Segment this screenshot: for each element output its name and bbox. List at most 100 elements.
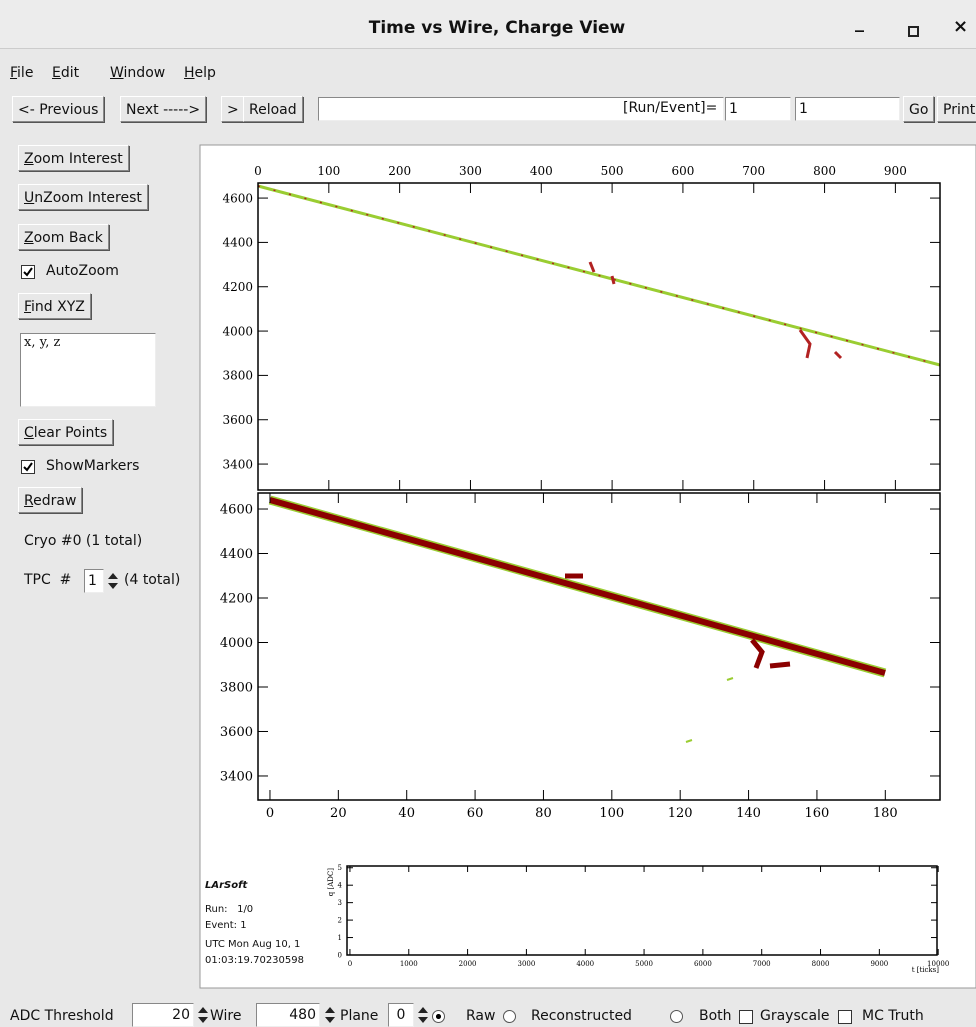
x-tick-label: 0: [254, 164, 262, 178]
x-tick-label: 200: [388, 164, 411, 178]
x-tick-label: 1000: [400, 960, 418, 968]
showmarkers-checkbox[interactable]: [21, 460, 35, 474]
x-tick-label: 140: [736, 806, 761, 821]
y-tick-label: 3400: [222, 457, 253, 471]
x-tick-label: 900: [884, 164, 907, 178]
reconstructed-radio[interactable]: [503, 1010, 516, 1023]
y-tick-label: 3400: [220, 770, 253, 785]
raw-label: Raw: [466, 1008, 495, 1024]
plane-input[interactable]: 0: [388, 1003, 414, 1027]
raw-radio[interactable]: [432, 1010, 445, 1023]
previous-button[interactable]: <- Previous: [12, 96, 104, 122]
menu-item[interactable]: Window: [110, 65, 165, 81]
info-event: Event: 1: [205, 920, 247, 931]
both-label: Both: [699, 1008, 732, 1024]
mc-truth-label: MC Truth: [862, 1008, 924, 1024]
x-tick-label: 60: [467, 806, 484, 821]
next-button[interactable]: Next ----->: [120, 96, 206, 122]
minimize-button[interactable]: _: [855, 12, 864, 33]
autozoom-checkbox[interactable]: [21, 265, 35, 279]
y-tick-label: 3800: [220, 681, 253, 696]
x-tick-label: 0: [348, 960, 352, 968]
x-tick-label: 9000: [870, 960, 888, 968]
tpc-input[interactable]: 1: [84, 569, 104, 593]
x-tick-label: 400: [530, 164, 553, 178]
x-tick-label: 80: [535, 806, 552, 821]
y-tick-label: 4600: [222, 191, 253, 205]
menu-item[interactable]: Help: [184, 65, 216, 81]
y-tick-label: 4000: [222, 324, 253, 338]
plane-spinner[interactable]: [416, 1003, 430, 1027]
check: [22, 461, 34, 473]
x-tick-label: 20: [330, 806, 347, 821]
wire-input[interactable]: 480: [256, 1003, 320, 1027]
wire-label: Wire: [210, 1008, 242, 1024]
y-axis-label: q [ADC]: [327, 868, 335, 896]
tpc-total: (4 total): [124, 572, 180, 588]
page: {"window": {"title": "Time vs Wire, Char…: [0, 0, 976, 1026]
info-run: Run: 1/0: [205, 904, 253, 915]
x-tick-label: 7000: [753, 960, 771, 968]
x-tick-label: 100: [599, 806, 624, 821]
x-tick-label: 5000: [635, 960, 653, 968]
y-tick-label: 4400: [220, 547, 253, 562]
forward-button[interactable]: >: [221, 96, 245, 122]
body: 0100200300400500600700800900340036003800…: [0, 0, 976, 1026]
run-input[interactable]: 1: [725, 97, 791, 121]
clear-points-button[interactable]: Clear Points: [18, 419, 113, 445]
y-tick-label: 3600: [222, 413, 253, 427]
x-axis-label: t [ticks]: [912, 966, 940, 974]
plane-label: Plane: [340, 1008, 378, 1024]
y-tick-label: 4200: [222, 280, 253, 294]
reload-button[interactable]: Reload: [243, 96, 303, 122]
close-button[interactable]: ×: [953, 16, 968, 37]
x-tick-label: 4000: [576, 960, 594, 968]
zoom-interest-button[interactable]: Zoom Interest: [18, 145, 129, 171]
print-button[interactable]: Print: [937, 96, 976, 122]
x-tick-label: 160: [805, 806, 830, 821]
x-tick-label: 300: [459, 164, 482, 178]
x-tick-label: 800: [813, 164, 836, 178]
grayscale-checkbox[interactable]: [739, 1010, 753, 1024]
x-tick-label: 6000: [694, 960, 712, 968]
x-tick-label: 8000: [812, 960, 830, 968]
event-input[interactable]: 1: [795, 97, 900, 121]
tpc-spinner[interactable]: [105, 569, 121, 593]
zoom-back-button[interactable]: Zoom Back: [18, 224, 109, 250]
cryo-label: Cryo #0 (1 total): [24, 533, 142, 549]
y-tick-label: 4200: [220, 592, 253, 607]
x-tick-label: 600: [671, 164, 694, 178]
both-radio[interactable]: [670, 1010, 683, 1023]
y-tick-label: 3: [338, 899, 342, 907]
menu-item[interactable]: File: [10, 65, 33, 81]
mc-truth-checkbox[interactable]: [838, 1010, 852, 1024]
menu-item[interactable]: Edit: [52, 65, 79, 81]
redraw-button[interactable]: Redraw: [18, 487, 82, 513]
wire-spinner[interactable]: [323, 1003, 337, 1027]
y-tick-label: 3800: [222, 369, 253, 383]
canvas: 0100200300400500600700800900340036003800…: [0, 0, 976, 1026]
maximize-button[interactable]: [908, 26, 919, 37]
adc-spinner[interactable]: [196, 1003, 210, 1027]
y-tick-label: 0: [338, 951, 342, 959]
y-tick-label: 4400: [222, 236, 253, 250]
unzoom-interest-button[interactable]: UnZoom Interest: [18, 184, 148, 210]
y-tick-label: 1: [338, 934, 342, 942]
info-time: 01:03:19.70230598: [205, 955, 317, 966]
find-xyz-button[interactable]: Find XYZ: [18, 293, 91, 319]
adc-threshold-input[interactable]: 20: [132, 1003, 194, 1027]
y-tick-label: 5: [338, 864, 342, 872]
xyz-textarea[interactable]: x, y, z: [20, 333, 156, 407]
y-tick-label: 4000: [220, 636, 253, 651]
x-tick-label: 500: [601, 164, 624, 178]
y-tick-label: 4: [338, 882, 343, 890]
y-tick-label: 4600: [220, 503, 253, 518]
check: [22, 266, 34, 278]
autozoom-label: AutoZoom: [46, 263, 119, 279]
x-tick-label: 0: [266, 806, 274, 821]
x-tick-label: 120: [668, 806, 693, 821]
x-tick-label: 3000: [517, 960, 535, 968]
info-title: LArSoft: [205, 880, 247, 891]
go-button[interactable]: Go: [903, 96, 934, 122]
tpc-label: TPC #: [24, 572, 71, 588]
